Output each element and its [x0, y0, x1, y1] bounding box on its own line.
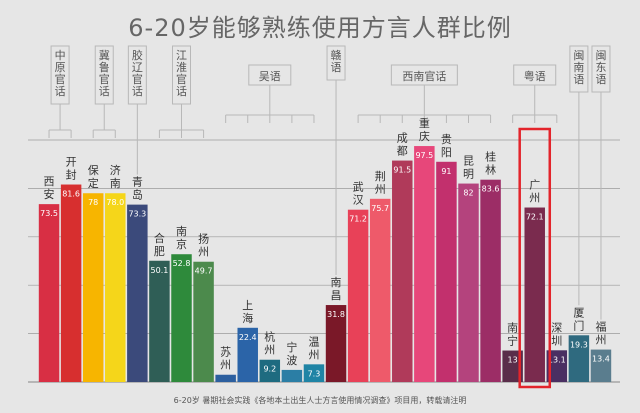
category-label: 苏州 — [220, 346, 231, 372]
category-label: 贵阳 — [441, 133, 452, 159]
data-label: 22.4 — [239, 333, 257, 342]
bar — [127, 204, 148, 382]
category-label: 青岛 — [132, 176, 143, 202]
bar — [524, 207, 545, 382]
category-label: 南京 — [176, 225, 187, 251]
data-label: 13.4 — [592, 355, 610, 364]
category-label: 广州 — [529, 179, 540, 205]
bar — [392, 160, 413, 382]
group-label: 冀鲁官话 — [99, 48, 110, 98]
bar — [414, 146, 435, 382]
group-label: 闽南语 — [573, 49, 584, 86]
category-label: 宁波 — [286, 340, 297, 367]
data-label: 73.5 — [40, 209, 58, 218]
bar — [568, 335, 590, 382]
category-label: 荆州 — [375, 170, 386, 196]
data-label: 91.5 — [393, 166, 411, 175]
category-label: 温州 — [308, 335, 319, 361]
bar — [105, 193, 126, 382]
category-label: 成都 — [397, 132, 408, 158]
data-label: 78 — [88, 198, 98, 207]
bar — [590, 349, 612, 382]
category-label: 上海 — [242, 299, 253, 325]
data-label: 82 — [463, 189, 473, 198]
chart-title: 6-20岁能够熟练使用方言人群比例 — [128, 14, 512, 42]
bar — [458, 183, 479, 382]
category-label: 保定 — [88, 163, 99, 190]
data-label: 72.1 — [526, 213, 544, 222]
bar — [325, 305, 347, 382]
category-label: 扬州 — [198, 232, 209, 259]
data-label: 19.3 — [570, 340, 588, 349]
group-label: 西南官话 — [402, 69, 446, 83]
data-label: 75.7 — [371, 204, 389, 213]
data-label: 91 — [441, 167, 451, 176]
data-label: 52.8 — [173, 259, 191, 268]
bar — [281, 369, 303, 382]
group-label: 胶辽官话 — [132, 48, 143, 98]
bar — [38, 204, 60, 382]
category-label: 济南 — [110, 163, 121, 190]
data-label: 83.6 — [482, 185, 500, 194]
category-label: 昆明 — [463, 155, 474, 181]
category-label: 厦门 — [573, 306, 584, 332]
category-label: 南昌 — [331, 276, 342, 302]
data-label: 81.6 — [62, 190, 80, 199]
bar — [193, 261, 214, 382]
data-label: 9.2 — [263, 365, 276, 374]
bar — [546, 350, 568, 382]
bar — [82, 193, 104, 382]
data-label: 78.0 — [106, 198, 124, 207]
category-label: 杭州 — [264, 330, 275, 357]
data-label: 49.7 — [195, 267, 213, 276]
bar — [480, 179, 501, 382]
bar — [502, 350, 523, 382]
category-label: 桂林 — [485, 150, 496, 177]
footnote: 6-20岁 暑期社会实践《各地本土出生人士方言使用情况调查》项目用，转载请注明 — [173, 396, 467, 405]
bar — [60, 184, 82, 382]
data-label: 50.1 — [151, 266, 169, 275]
category-label: 合肥 — [154, 231, 165, 258]
group-label: 赣语 — [331, 48, 342, 74]
bar — [215, 374, 236, 382]
group-label: 中原官话 — [55, 49, 66, 98]
data-label: 13 — [508, 356, 518, 365]
category-label: 南宁 — [507, 322, 518, 348]
highlight-box — [518, 127, 552, 389]
category-label: 深圳 — [551, 321, 562, 347]
group-label: 粤语 — [524, 69, 546, 83]
data-label: 13.1 — [548, 355, 566, 364]
bar — [149, 260, 170, 382]
bar — [237, 327, 258, 382]
category-label: 重庆 — [419, 116, 430, 143]
category-label: 福州 — [595, 320, 606, 347]
bar — [303, 364, 325, 382]
data-label: 71.2 — [349, 215, 367, 224]
group-label: 江淮官话 — [176, 49, 187, 98]
data-label: 73.3 — [128, 210, 146, 219]
group-label: 闽东语 — [595, 49, 606, 86]
category-label: 开封 — [66, 156, 77, 182]
bar — [171, 254, 192, 382]
category-label: 西安 — [44, 175, 55, 201]
group-label: 吴语 — [259, 70, 281, 83]
bar — [436, 161, 457, 382]
bar — [259, 359, 281, 382]
data-label: 7.3 — [308, 369, 321, 378]
data-label: 97.5 — [415, 151, 433, 160]
category-label: 武汉 — [353, 181, 364, 207]
bar — [347, 209, 369, 382]
bar — [369, 198, 391, 382]
data-label: 31.8 — [327, 310, 345, 319]
